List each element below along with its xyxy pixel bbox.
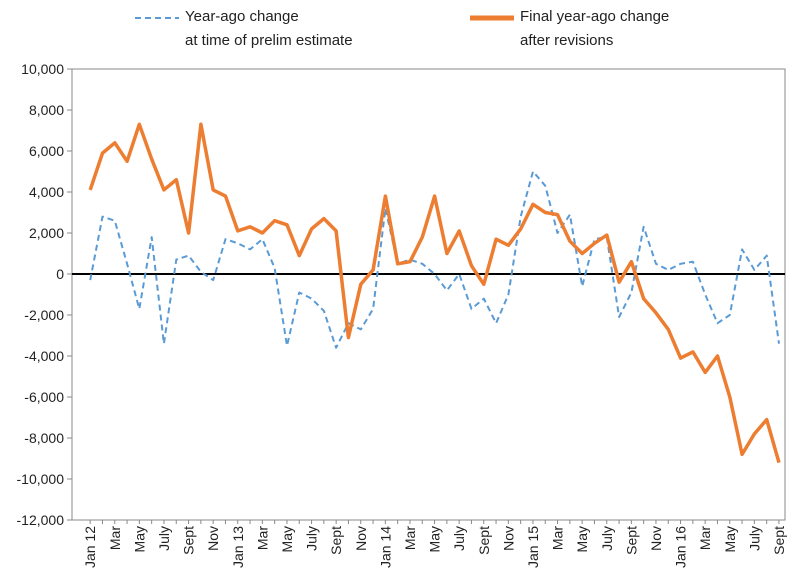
x-tick-label: July: [451, 526, 467, 551]
y-tick-label: 0: [56, 266, 64, 282]
legend-label: Final year-ago change after revisions: [520, 8, 670, 49]
x-tick-label: May: [574, 526, 590, 552]
x-tick-label: Mar: [697, 526, 713, 550]
y-tick-label: -8,000: [24, 430, 64, 446]
y-tick-label: 8,000: [29, 102, 64, 118]
x-tick-label: May: [131, 526, 147, 552]
y-tick-label: -6,000: [24, 389, 64, 405]
x-tick-label: Sept: [771, 526, 787, 555]
x-tick-label: Sept: [328, 526, 344, 555]
x-tick-label: July: [599, 526, 615, 551]
series-line: [88, 122, 781, 464]
y-tick-label: 4,000: [29, 184, 64, 200]
x-tick-label: May: [279, 526, 295, 552]
x-tick-label: Mar: [107, 526, 123, 550]
series-line: [89, 170, 780, 349]
legend-label: Year-ago change at time of prelim estima…: [185, 8, 353, 49]
y-tick-label: 2,000: [29, 225, 64, 241]
x-tick-label: May: [722, 526, 738, 552]
x-tick-label: May: [427, 526, 443, 552]
x-tick-label: Mar: [550, 526, 566, 550]
x-tick-label: July: [746, 526, 762, 551]
x-tick-label: Jan 14: [377, 526, 393, 568]
x-tick-label: Sept: [623, 526, 639, 555]
x-tick-label: Nov: [353, 526, 369, 551]
x-tick-label: Sept: [476, 526, 492, 555]
plot-frame: [71, 68, 786, 521]
x-tick-label: Jan 16: [673, 526, 689, 568]
y-tick-label: 6,000: [29, 143, 64, 159]
x-tick-label: Mar: [254, 526, 270, 550]
x-tick-label: Jan 12: [82, 526, 98, 568]
y-tick-label: -2,000: [24, 307, 64, 323]
x-tick-label: Mar: [402, 526, 418, 550]
y-tick-label: -12,000: [17, 512, 65, 528]
x-tick-label: July: [156, 526, 172, 551]
x-tick-label: Nov: [205, 526, 221, 551]
x-tick-label: Sept: [181, 526, 197, 555]
x-tick-label: Jan 13: [230, 526, 246, 568]
x-tick-label: Nov: [500, 526, 516, 551]
x-tick-label: Jan 15: [525, 526, 541, 568]
y-tick-label: -4,000: [24, 348, 64, 364]
x-tick-label: July: [304, 526, 320, 551]
y-tick-label: -10,000: [17, 471, 65, 487]
x-tick-label: Nov: [648, 526, 664, 551]
y-tick-label: 10,000: [21, 61, 64, 77]
